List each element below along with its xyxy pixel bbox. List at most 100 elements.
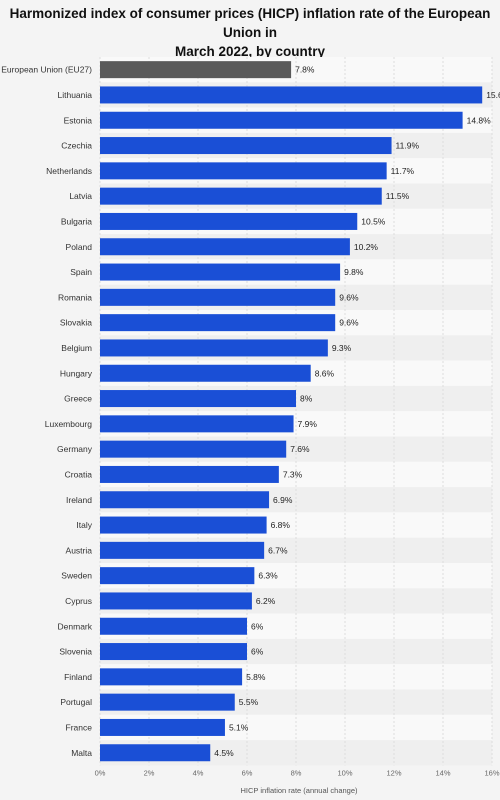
x-tick-label: 6% [242, 768, 253, 777]
bar [100, 86, 483, 104]
category-label: Latvia [69, 191, 92, 201]
x-tick-label: 4% [193, 768, 204, 777]
bar [100, 137, 392, 155]
category-labels: European Union (EU27) Lithuania Estonia Cze… [1, 65, 92, 758]
x-tick-label: 8% [291, 768, 302, 777]
bar [100, 516, 267, 534]
category-label: Finland [64, 672, 92, 682]
bar [100, 592, 252, 610]
value-label: 11.7% [391, 166, 415, 176]
bar [100, 491, 270, 509]
category-label: Poland [66, 242, 93, 252]
chart-title: Harmonized index of consumer prices (HIC… [0, 4, 500, 61]
category-label: Sweden [61, 571, 92, 581]
value-label: 6% [251, 621, 264, 631]
bar [100, 415, 294, 433]
chart-title-line-2: March 2022, by country [174, 44, 326, 59]
category-label: Netherlands [46, 166, 92, 176]
category-label: Cyprus [65, 596, 92, 606]
x-tick-label: 16% [484, 768, 499, 777]
bar [100, 744, 211, 762]
bar [100, 465, 279, 483]
value-label: 6.3% [258, 571, 278, 581]
x-tick-label: 14% [435, 768, 450, 777]
bar [100, 643, 247, 661]
bar [100, 187, 382, 205]
value-label: 9.8% [344, 267, 364, 277]
category-label: Luxembourg [45, 419, 93, 429]
bar [100, 212, 358, 230]
category-label: Malta [71, 748, 92, 758]
category-label: Estonia [64, 115, 93, 125]
value-label: 10.5% [361, 216, 386, 226]
bar [100, 567, 255, 585]
value-label: 8.6% [315, 368, 335, 378]
bar [100, 238, 350, 256]
category-label: Greece [64, 394, 92, 404]
bar [100, 364, 311, 382]
x-tick-label: 12% [386, 768, 401, 777]
bars [100, 61, 483, 762]
x-tick-label: 0% [95, 768, 106, 777]
category-label: Slovenia [59, 647, 92, 657]
value-label: 7.8% [295, 65, 315, 75]
value-label: 4.5% [214, 748, 234, 758]
value-label: 7.9% [298, 419, 318, 429]
bar [100, 162, 387, 180]
value-label: 5.5% [239, 697, 259, 707]
bar [100, 718, 225, 736]
bar [100, 541, 265, 559]
category-label: Portugal [60, 697, 92, 707]
value-label: 5.1% [229, 722, 249, 732]
value-label: 8% [300, 394, 313, 404]
category-label: Bulgaria [61, 216, 92, 226]
value-label: 6.9% [273, 495, 293, 505]
x-axis-title: HICP inflation rate (annual change) [240, 786, 358, 795]
category-label: European Union (EU27) [1, 65, 92, 75]
category-label: Denmark [58, 621, 93, 631]
category-label: Romania [58, 292, 92, 302]
x-tick-label: 10% [337, 768, 352, 777]
x-axis-ticks: 0% 2% 4% 6% 8% 10% 12% 14% 16% [95, 768, 500, 777]
value-label: 11.5% [386, 191, 410, 201]
bar [100, 390, 296, 408]
value-label: 9.3% [332, 343, 352, 353]
value-label: 7.6% [290, 444, 310, 454]
value-label: 6.2% [256, 596, 276, 606]
value-label: 6.8% [271, 520, 291, 530]
value-label: 14.8% [467, 115, 492, 125]
bar [100, 263, 341, 281]
bar [100, 440, 287, 458]
category-label: Spain [70, 267, 92, 277]
bar [100, 668, 243, 686]
category-label: France [66, 722, 93, 732]
value-label: 6.7% [268, 545, 288, 555]
bar [100, 314, 336, 332]
bar [100, 617, 247, 635]
bar [100, 61, 292, 79]
category-label: Italy [76, 520, 92, 530]
category-label: Ireland [66, 495, 92, 505]
bar [100, 111, 463, 129]
chart-title-line-1: Harmonized index of consumer prices (HIC… [9, 6, 491, 40]
category-label: Germany [57, 444, 93, 454]
bar [100, 288, 336, 306]
value-label: 5.8% [246, 672, 266, 682]
category-label: Slovakia [60, 318, 92, 328]
value-label: 9.6% [339, 292, 359, 302]
value-label: 10.2% [354, 242, 379, 252]
value-label: 15.6% [486, 90, 500, 100]
bar [100, 693, 235, 711]
value-label: 11.9% [396, 141, 420, 151]
value-label: 9.6% [339, 318, 359, 328]
category-label: Hungary [60, 368, 93, 378]
bar [100, 339, 328, 357]
category-label: Belgium [61, 343, 92, 353]
category-label: Croatia [65, 469, 93, 479]
x-tick-label: 2% [144, 768, 155, 777]
category-label: Czechia [61, 141, 92, 151]
category-label: Lithuania [57, 90, 92, 100]
value-label: 7.3% [283, 469, 303, 479]
value-label: 6% [251, 647, 264, 657]
